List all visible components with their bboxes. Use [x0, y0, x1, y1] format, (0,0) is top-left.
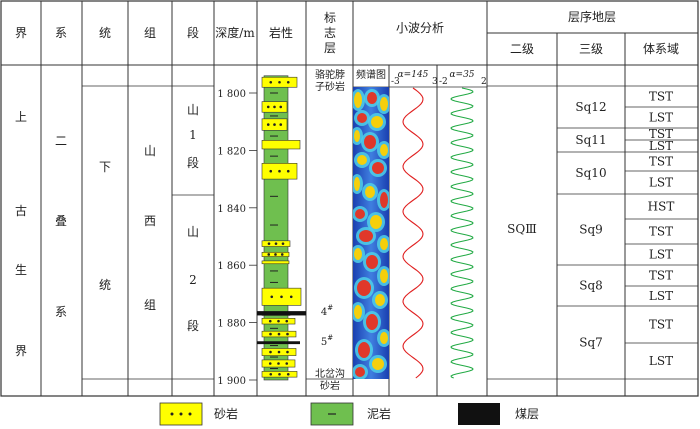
sequence-level3-label: Sq10: [575, 166, 606, 180]
col-zu-text: 山西组: [144, 144, 156, 312]
a145-label: α=145: [398, 70, 429, 80]
wavelet-spectrum: [353, 87, 389, 379]
duan1-char-2: 段: [187, 155, 199, 170]
sequence-level2-label: SQⅢ: [507, 222, 537, 236]
systems-tract-label: LST: [649, 139, 673, 153]
depth-tick-label: 1 880: [217, 319, 246, 330]
systems-tract-label: TST: [649, 318, 673, 332]
header-depth: 深度/m: [215, 25, 255, 40]
duan1-char-1: 1: [189, 128, 197, 142]
a145-max: 3: [432, 77, 438, 87]
col-duan2-text: 山 2 段: [187, 225, 199, 333]
wavelet-curve-a35: [450, 87, 474, 379]
marker-top-line2: 子砂岩: [315, 80, 345, 93]
marker-5: 5#: [321, 334, 333, 348]
header-sequence: 层序地层: [568, 9, 616, 24]
wavelet-curve-a145: [402, 87, 424, 379]
systems-tract-label: TST: [649, 155, 673, 169]
marker-4: 4#: [321, 304, 333, 318]
marker-labels: 骆驼脖 子砂岩 4# 5# 北岔沟 砂岩: [315, 68, 345, 392]
legend-mudstone-label: 泥岩: [367, 406, 391, 421]
duan2-char-1: 2: [189, 273, 197, 287]
jie-char-1: 古: [15, 203, 27, 218]
unit-boundaries: [82, 85, 557, 380]
jie-char-2: 生: [15, 263, 27, 277]
header-spectrum: 频谱图: [356, 68, 386, 81]
depth-tick-label: 1 820: [217, 146, 246, 157]
depth-tick-label: 1 800: [217, 89, 246, 100]
legend: 砂岩 泥岩 煤层: [159, 402, 539, 426]
legend-sandstone-label: 砂岩: [214, 406, 238, 421]
jie-char-3: 界: [15, 344, 27, 358]
marker-top-line1: 骆驼脖: [315, 68, 345, 81]
legend-coal-swatch: [458, 403, 500, 425]
systems-tract-label: TST: [649, 269, 673, 283]
systems-tract-label: TST: [649, 225, 673, 239]
header-level3: 三级: [579, 42, 603, 56]
header-duan: 段: [187, 25, 199, 40]
sequence-level3: Sq12 Sq11 Sq10 Sq9 Sq8 Sq7: [557, 85, 625, 380]
table-frame: [0, 0, 699, 397]
col-duan1-text: 山 1 段: [187, 103, 199, 170]
systems-tract-label: LST: [649, 111, 673, 125]
systems-tract-label: LST: [649, 289, 673, 303]
depth-tick-label: 1 900: [217, 376, 246, 387]
marker-bottom-line2: 砂岩: [320, 379, 340, 392]
lithology-coal-bed: [257, 341, 300, 345]
header-wavelet: 小波分析: [396, 21, 444, 35]
zu-char-1: 西: [144, 214, 156, 228]
systems-tract-label: TST: [649, 127, 673, 141]
col-tong-text: 下统: [99, 160, 111, 292]
depth-tick-label: 1 860: [217, 261, 246, 272]
header-zu: 组: [144, 26, 156, 40]
systems-tract-label: LST: [649, 248, 673, 262]
duan2-char-0: 山: [187, 225, 199, 239]
sequence-level3-label: Sq7: [579, 336, 603, 350]
xi-char-1: 叠: [55, 214, 67, 228]
tong-char-1: 统: [99, 278, 111, 292]
a35-label: α=35: [449, 70, 474, 80]
col-xi-text: 二叠系: [55, 134, 67, 319]
header-xi: 系: [55, 26, 67, 40]
zu-char-2: 组: [144, 298, 156, 312]
header-jie: 界: [15, 26, 27, 40]
lithology-sandstone-bed: [261, 260, 290, 265]
depth-tick-label: 1 840: [217, 204, 246, 215]
lithology-column: [257, 75, 306, 381]
header-lithology: 岩性: [269, 25, 293, 40]
lithology-coal-bed: [257, 311, 306, 316]
systems-tract-label: TST: [649, 90, 673, 104]
sequence-level3-label: Sq11: [575, 133, 606, 147]
duan1-char-0: 山: [187, 103, 199, 117]
sequence-level3-label: Sq9: [579, 223, 603, 237]
header-marker: 标志层: [324, 11, 336, 55]
systems-tract-label: LST: [649, 176, 673, 190]
xi-char-0: 二: [55, 134, 67, 148]
a145-min: -3: [391, 77, 400, 87]
duan2-char-2: 段: [187, 318, 199, 333]
a35-min: -2: [439, 77, 448, 87]
a35-max: 2: [481, 77, 487, 87]
jie-char-0: 上: [15, 110, 27, 124]
header-systems-tract: 体系域: [643, 42, 679, 56]
header-level2: 二级: [510, 42, 534, 56]
legend-coal-label: 煤层: [515, 407, 539, 421]
marker-bottom-line1: 北岔沟: [315, 367, 345, 380]
lithology-sandstone-bed: [261, 140, 301, 150]
sequence-level3-label: Sq12: [575, 100, 606, 114]
header-tong: 统: [99, 26, 111, 40]
zu-char-0: 山: [144, 144, 156, 158]
depth-scale: 1 800 1 820 1 840 1 860 1 880 1 900: [217, 89, 257, 387]
xi-char-2: 系: [55, 305, 67, 319]
systems-tract-label: LST: [649, 354, 673, 368]
systems-tract-label: HST: [648, 200, 675, 214]
sequence-level3-label: Sq8: [579, 279, 603, 293]
tong-char-0: 下: [99, 160, 111, 174]
